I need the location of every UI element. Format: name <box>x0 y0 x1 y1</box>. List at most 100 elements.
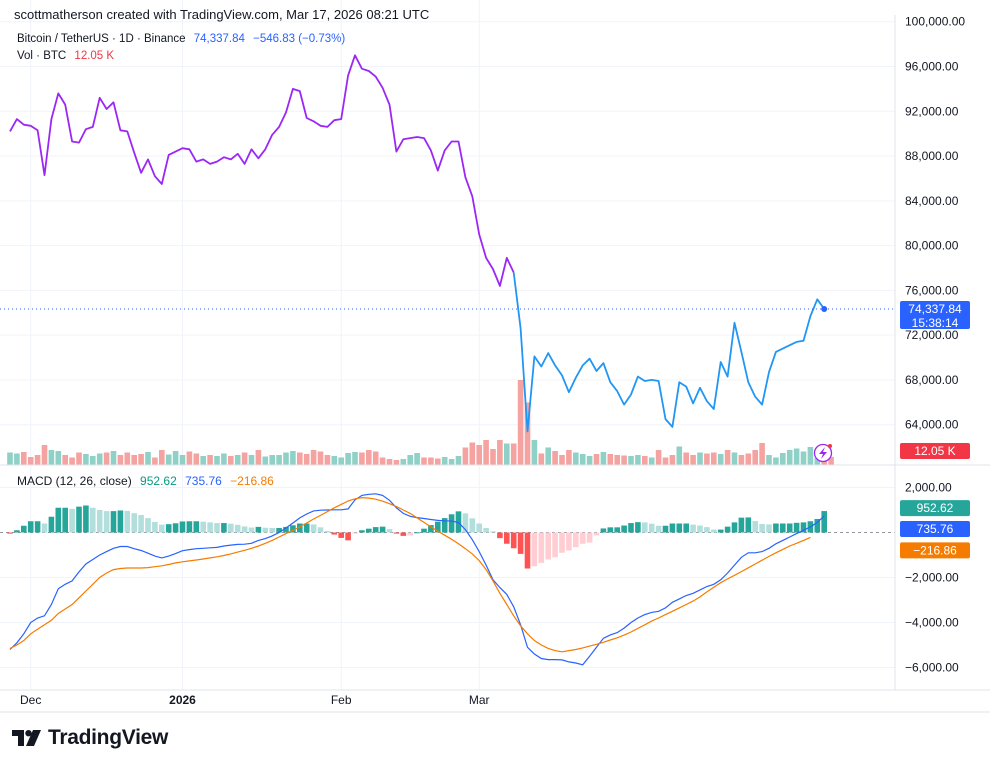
volume-bar <box>476 445 482 465</box>
histogram-bar <box>338 532 344 538</box>
histogram-bar <box>462 513 469 533</box>
histogram-badge-bg <box>900 500 970 517</box>
macd-badge-text: 735.76 <box>917 522 954 536</box>
histogram-badge-text: 952.62 <box>917 501 954 515</box>
volume-bar <box>497 440 503 465</box>
macd-label[interactable]: MACD (12, 26, close) <box>17 474 132 488</box>
volume-bar <box>41 445 48 465</box>
volume-bar <box>83 454 89 465</box>
histogram-bar <box>366 528 372 533</box>
volume-bar <box>297 452 303 465</box>
lightning-icon-bolt <box>819 447 827 459</box>
histogram-bar <box>669 523 676 533</box>
volume-bar <box>773 457 779 465</box>
tradingview-brand-name: TradingView <box>48 726 169 749</box>
tradingview-logo[interactable]: TradingView <box>12 726 168 750</box>
signal-badge-text: −216.86 <box>913 543 957 557</box>
histogram-bar <box>14 530 20 533</box>
histogram-bar <box>276 528 282 533</box>
macd-legend: MACD (12, 26, close) 952.62 735.76 −216.… <box>17 474 279 488</box>
volume-badge-bg <box>900 443 970 459</box>
price-line-upper <box>9 54 515 287</box>
histogram-bar <box>269 528 275 533</box>
volume-bar <box>648 457 655 465</box>
histogram-bar <box>221 523 227 533</box>
price-tick-label: 72,000.00 <box>905 328 959 342</box>
volume-bar <box>359 452 365 465</box>
volume-bar <box>290 451 296 465</box>
price-change-value: −546.83 (−0.73%) <box>253 33 346 45</box>
volume-bar <box>628 456 634 465</box>
volume-bar <box>738 455 745 465</box>
histogram-bar <box>234 524 241 533</box>
histogram-bar <box>448 514 455 533</box>
volume-bar <box>331 456 338 465</box>
price-tick-label: 92,000.00 <box>905 104 959 118</box>
signal-badge-bg <box>900 542 970 559</box>
histogram-bar <box>359 530 365 533</box>
volume-bar <box>559 455 565 465</box>
volume-bar <box>469 442 476 465</box>
time-tick-label: Mar <box>469 693 490 707</box>
volume-label[interactable]: Vol · BTC <box>17 50 67 62</box>
histogram-bar <box>96 510 103 533</box>
volume-bar <box>228 456 234 465</box>
histogram-bar <box>483 528 489 533</box>
histogram-bar <box>331 532 338 535</box>
volume-bar <box>455 456 462 465</box>
histogram-bar <box>262 527 269 533</box>
volume-bar <box>393 460 400 465</box>
histogram-bar <box>435 521 441 533</box>
histogram-bar <box>766 524 772 533</box>
volume-bar <box>269 455 275 465</box>
volume-bar <box>510 443 517 465</box>
histogram-bar <box>752 521 758 533</box>
histogram-bar <box>510 532 517 549</box>
histogram-bar <box>372 527 379 533</box>
histogram-bar <box>214 523 220 533</box>
volume-bar <box>165 454 172 465</box>
tradingview-logo-icon <box>12 730 41 746</box>
volume-badge: 12.05 K <box>900 443 970 459</box>
histogram-bar <box>255 526 262 533</box>
histogram-bar <box>290 525 296 533</box>
signal-line <box>9 496 811 653</box>
histogram-bar <box>683 523 689 533</box>
last-price-badge-text: 15:38:14 <box>912 316 959 330</box>
volume-bar <box>793 448 800 465</box>
histogram-bar <box>697 525 703 533</box>
lightning-icon <box>813 443 833 463</box>
volume-bar <box>317 451 324 465</box>
histogram-bar <box>490 531 496 533</box>
histogram-bar <box>600 528 607 533</box>
volume-bar <box>504 443 510 465</box>
volume-bar <box>421 457 427 465</box>
volume-bar <box>372 451 379 465</box>
volume-bar <box>690 455 696 465</box>
volume-bar <box>414 453 420 465</box>
price-tick-label: 96,000.00 <box>905 59 959 73</box>
histogram-bar <box>559 532 565 553</box>
macd-histogram <box>0 505 895 569</box>
histogram-bar <box>393 532 400 534</box>
volume-bar <box>283 452 289 465</box>
volume-bar <box>221 453 227 465</box>
volume-bar <box>117 455 124 465</box>
volume-bar <box>490 449 496 465</box>
volume-bar <box>90 456 96 465</box>
volume-badge-text: 12.05 K <box>914 444 955 458</box>
histogram-bar <box>814 519 821 533</box>
macd-signal-value: −216.86 <box>230 474 274 488</box>
volume-bar <box>96 453 103 465</box>
volume-bar <box>711 452 717 465</box>
symbol-label[interactable]: Bitcoin / TetherUS · 1D · Binance <box>17 33 186 45</box>
volume-bar <box>207 455 213 465</box>
histogram-bar <box>441 518 448 533</box>
price-tick-label: 100,000.00 <box>905 15 965 29</box>
histogram-bar <box>717 529 724 533</box>
histogram-bar <box>110 511 117 533</box>
volume-bar <box>214 456 220 465</box>
histogram-bar <box>538 532 545 563</box>
